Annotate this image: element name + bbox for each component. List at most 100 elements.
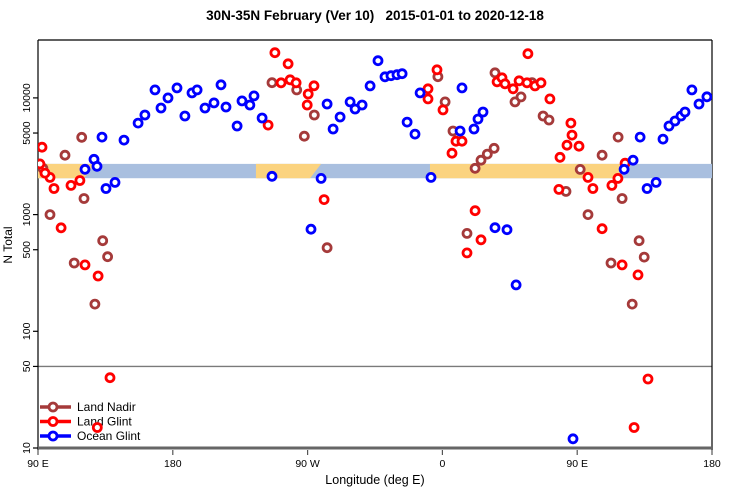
data-point-ocean-glint	[149, 84, 161, 96]
data-point-land-glint	[65, 179, 77, 191]
data-point-land-glint	[616, 259, 628, 271]
y-tick-label: 100	[21, 322, 33, 340]
legend-label: Land Nadir	[77, 400, 136, 414]
data-point-land-nadir	[76, 131, 88, 143]
data-point-ocean-glint	[454, 125, 466, 137]
data-point-land-glint	[422, 83, 434, 95]
data-point-land-glint	[573, 140, 585, 152]
y-tick-label: 10000	[21, 83, 33, 112]
data-point-land-nadir	[298, 130, 310, 142]
data-point-ocean-glint	[256, 112, 268, 124]
data-point-land-glint	[606, 179, 618, 191]
data-point-ocean-glint	[220, 101, 232, 113]
x-tick-label: 0	[439, 458, 445, 470]
data-point-ocean-glint	[650, 176, 662, 188]
data-point-land-glint	[475, 234, 487, 246]
legend-marker	[47, 430, 59, 442]
x-tick-label: 90 E	[566, 458, 588, 470]
data-point-land-glint	[507, 83, 519, 95]
legend-item: Land Nadir	[40, 400, 136, 414]
data-point-land-glint	[612, 172, 624, 184]
data-point-land-nadir	[612, 131, 624, 143]
data-point-land-glint	[561, 139, 573, 151]
data-point-ocean-glint	[139, 109, 151, 121]
data-point-land-nadir	[489, 67, 501, 79]
plot-content	[38, 47, 712, 445]
data-point-ocean-glint	[236, 95, 248, 107]
data-point-ocean-glint	[248, 90, 260, 102]
data-point-land-nadir	[97, 235, 109, 247]
data-point-land-nadir	[543, 114, 555, 126]
data-point-land-glint	[74, 175, 86, 186]
data-point-land-nadir	[638, 251, 650, 263]
land-band-segment	[255, 163, 322, 179]
data-point-ocean-glint	[118, 134, 130, 146]
data-point-ocean-glint	[132, 117, 144, 129]
data-point-ocean-glint	[657, 133, 669, 145]
data-point-ocean-glint	[321, 98, 333, 110]
data-point-land-nadir	[44, 209, 56, 221]
data-point-ocean-glint	[208, 97, 220, 109]
data-point-land-glint	[38, 141, 48, 153]
legend-marker	[47, 416, 59, 427]
data-point-land-glint	[79, 259, 91, 271]
data-point-land-nadir	[102, 251, 113, 263]
data-point-ocean-glint	[396, 68, 408, 80]
data-point-land-glint	[92, 270, 104, 282]
data-point-land-nadir	[488, 142, 500, 154]
data-point-land-nadir	[515, 91, 527, 103]
data-point-land-glint	[522, 48, 534, 60]
data-point-ocean-glint	[91, 160, 103, 172]
data-point-land-nadir	[475, 154, 487, 166]
data-point-land-glint	[446, 147, 458, 159]
land-band-segment	[429, 163, 631, 179]
data-point-ocean-glint	[191, 84, 203, 96]
data-point-land-glint	[275, 77, 287, 89]
x-axis-label: Longitude (deg E)	[325, 473, 424, 487]
data-point-land-nadir	[596, 149, 608, 161]
y-tick-label: 500	[21, 241, 33, 259]
data-point-land-glint	[55, 222, 67, 234]
data-point-land-nadir	[616, 193, 628, 204]
legend-item: Ocean Glint	[40, 429, 141, 443]
data-point-ocean-glint	[501, 224, 513, 236]
data-point-land-glint	[308, 80, 320, 92]
data-point-ocean-glint	[327, 123, 339, 135]
data-point-ocean-glint	[315, 172, 327, 184]
data-point-land-nadir	[59, 149, 71, 161]
data-point-land-glint	[422, 93, 434, 105]
data-point-ocean-glint	[627, 154, 639, 166]
data-point-ocean-glint	[344, 96, 356, 108]
data-point-ocean-glint	[199, 102, 211, 114]
data-point-ocean-glint	[305, 223, 317, 235]
data-point-land-glint	[499, 78, 511, 90]
y-tick-label: 5000	[21, 121, 33, 145]
y-tick-label: 1000	[21, 203, 33, 227]
data-point-ocean-glint	[679, 106, 691, 118]
data-point-ocean-glint	[641, 183, 653, 194]
data-point-land-glint	[554, 151, 566, 163]
data-point-land-nadir	[89, 298, 101, 310]
data-point-ocean-glint	[472, 113, 484, 125]
data-point-land-glint	[565, 117, 577, 129]
data-point-ocean-glint	[231, 120, 243, 132]
data-point-ocean-glint	[489, 222, 501, 234]
data-point-ocean-glint	[510, 279, 522, 291]
data-point-ocean-glint	[693, 98, 705, 110]
data-point-land-glint	[544, 93, 556, 105]
data-point-land-nadir	[78, 193, 90, 204]
data-point-ocean-glint	[618, 163, 630, 175]
data-point-ocean-glint	[701, 91, 712, 103]
data-point-land-glint	[282, 58, 294, 70]
data-point-land-nadir	[266, 77, 278, 89]
data-point-land-glint	[290, 77, 302, 89]
data-point-ocean-glint	[468, 123, 480, 135]
data-point-ocean-glint	[162, 92, 174, 104]
data-point-land-nadir	[582, 209, 594, 221]
data-point-land-nadir	[605, 257, 617, 269]
data-point-land-glint	[104, 372, 116, 384]
data-point-land-glint	[566, 129, 578, 141]
data-point-land-glint	[628, 422, 640, 433]
